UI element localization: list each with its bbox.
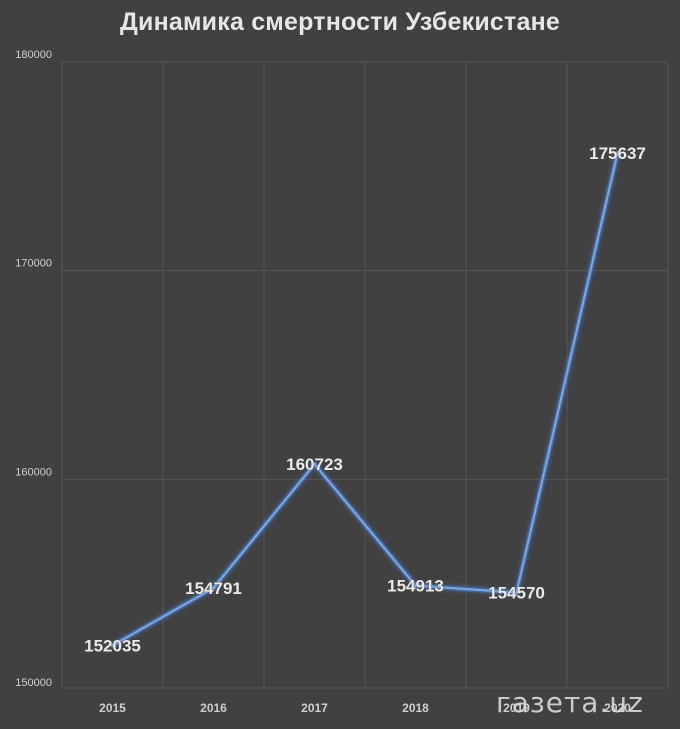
data-point: [514, 590, 519, 595]
series: [110, 151, 620, 648]
grid: [61, 61, 669, 689]
data-label: 152035: [84, 637, 141, 656]
data-point: [312, 462, 317, 467]
data-label: 154791: [185, 579, 242, 598]
data-labels: 152035 154791 160723 154913 154570 175637: [84, 144, 646, 656]
y-tick-label: 180000: [15, 49, 52, 61]
series-line: [112, 152, 619, 647]
y-tick-label: 160000: [15, 466, 52, 478]
data-label: 154913: [387, 576, 444, 595]
data-label: 160723: [286, 455, 343, 474]
x-tick-label: 2020: [604, 701, 631, 715]
data-point: [615, 151, 620, 155]
data-point: [413, 583, 418, 588]
data-point: [110, 643, 115, 648]
x-axis: 2015 2016 2017 2018 2019 2020: [99, 701, 631, 715]
y-tick-label: 170000: [15, 258, 52, 270]
y-tick-label: 150000: [15, 677, 52, 689]
x-tick-label: 2019: [503, 701, 530, 715]
x-tick-label: 2016: [200, 701, 227, 715]
data-label: 175637: [589, 144, 646, 163]
watermark-logo: газета.uz: [496, 686, 644, 719]
x-tick-label: 2017: [301, 701, 328, 715]
x-tick-label: 2018: [402, 701, 429, 715]
y-axis: 150000 160000 170000 180000: [15, 49, 52, 689]
data-label: 154570: [488, 584, 545, 603]
data-point: [211, 586, 216, 590]
chart-title: Динамика смертности Узбекистане: [120, 8, 560, 36]
x-tick-label: 2015: [99, 701, 126, 715]
